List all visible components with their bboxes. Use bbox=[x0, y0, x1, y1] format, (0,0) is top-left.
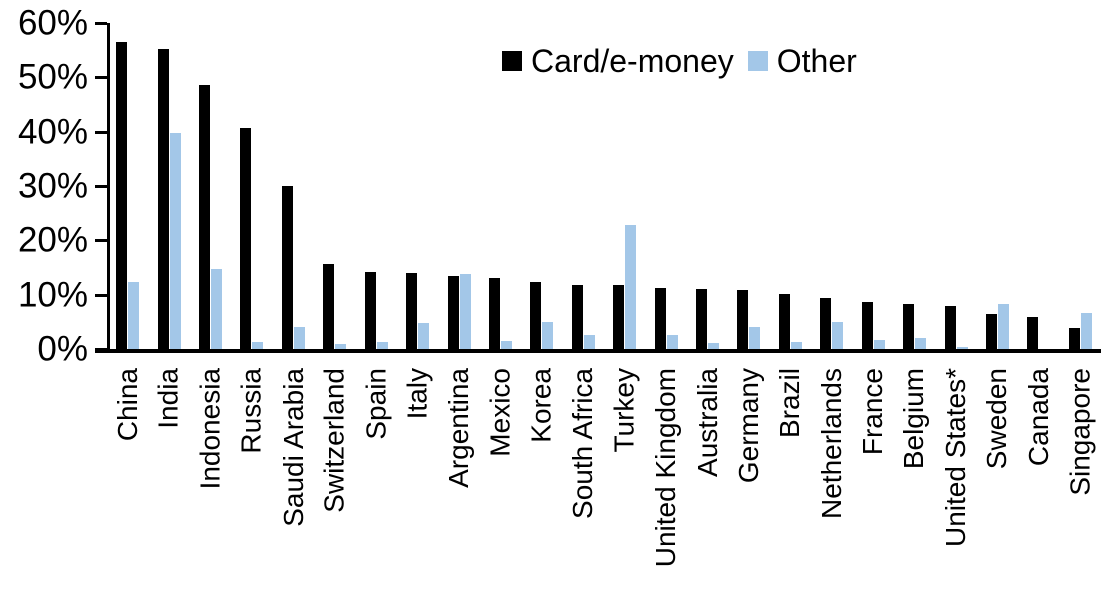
bar-card-e-money-brazil bbox=[779, 294, 790, 349]
x-tick-label: Saudi Arabia bbox=[277, 368, 309, 527]
bar-other-germany bbox=[749, 327, 760, 349]
x-tick-label: United States* bbox=[940, 368, 972, 547]
bar-card-e-money-russia bbox=[240, 128, 251, 349]
bar-other-united-kingdom bbox=[667, 335, 678, 349]
bar-other-mexico bbox=[501, 341, 512, 349]
y-tick-label: 30% bbox=[17, 166, 88, 206]
bar-card-e-money-canada bbox=[1027, 317, 1038, 349]
x-tick-label: Italy bbox=[401, 368, 433, 420]
bar-card-e-money-australia bbox=[696, 289, 707, 349]
bar-card-e-money-saudi-arabia bbox=[282, 186, 293, 349]
bar-card-e-money-south-africa bbox=[572, 285, 583, 349]
bar-card-e-money-france bbox=[862, 302, 873, 349]
bar-other-australia bbox=[708, 343, 719, 349]
bar-card-e-money-turkey bbox=[613, 285, 624, 349]
bar-other-belgium bbox=[915, 338, 926, 349]
x-tick-label: United Kingdom bbox=[650, 368, 682, 568]
x-tick-label: Singapore bbox=[1064, 368, 1096, 496]
bar-other-saudi-arabia bbox=[294, 327, 305, 349]
x-tick-label: Canada bbox=[1022, 368, 1054, 467]
y-tick bbox=[95, 76, 107, 80]
bar-other-united-states- bbox=[957, 347, 968, 349]
bar-other-south-africa bbox=[584, 335, 595, 349]
x-tick-label: Belgium bbox=[898, 368, 930, 470]
bar-card-e-money-mexico bbox=[489, 278, 500, 349]
x-tick-label: Korea bbox=[525, 368, 557, 443]
bar-other-argentina bbox=[460, 274, 471, 349]
bar-other-france bbox=[874, 340, 885, 349]
legend-item-card-e-money: Card/e-money bbox=[502, 45, 734, 77]
bar-card-e-money-germany bbox=[737, 290, 748, 349]
y-tick bbox=[95, 293, 107, 297]
bar-card-e-money-spain bbox=[365, 272, 376, 349]
bar-card-e-money-korea bbox=[530, 282, 541, 349]
bar-card-e-money-united-states- bbox=[945, 306, 956, 349]
bar-other-turkey bbox=[625, 225, 636, 349]
legend-swatch-other bbox=[747, 51, 768, 71]
bar-card-e-money-indonesia bbox=[199, 85, 210, 349]
x-tick-label: Turkey bbox=[608, 368, 640, 453]
y-tick bbox=[95, 239, 107, 243]
x-tick-label: China bbox=[111, 368, 143, 442]
x-tick-label: Switzerland bbox=[318, 368, 350, 513]
bar-other-korea bbox=[542, 322, 553, 349]
bar-card-e-money-sweden bbox=[986, 314, 997, 349]
bar-card-e-money-switzerland bbox=[323, 264, 334, 349]
y-tick-label: 40% bbox=[17, 112, 88, 152]
x-tick-label: Sweden bbox=[981, 368, 1013, 470]
bar-card-e-money-singapore bbox=[1069, 328, 1080, 349]
x-tick-label: Australia bbox=[691, 368, 723, 477]
bar-card-e-money-italy bbox=[406, 273, 417, 349]
y-tick bbox=[95, 185, 107, 188]
x-axis bbox=[95, 349, 1101, 353]
legend-swatch-card-e-money bbox=[502, 51, 522, 71]
x-tick-label: Indonesia bbox=[194, 368, 226, 490]
bar-other-spain bbox=[377, 342, 388, 349]
bar-other-netherlands bbox=[832, 322, 843, 349]
y-tick-label: 20% bbox=[17, 220, 88, 260]
y-tick bbox=[95, 130, 107, 134]
x-tick-label: South Africa bbox=[567, 368, 599, 519]
bar-other-russia bbox=[252, 342, 263, 349]
legend-label-other: Other bbox=[776, 43, 857, 79]
y-tick-label: 50% bbox=[17, 57, 88, 97]
bar-other-sweden bbox=[998, 304, 1009, 349]
chart-legend: Card/e-money Other bbox=[502, 45, 857, 77]
bar-card-e-money-china bbox=[116, 42, 127, 349]
legend-label-card-e-money: Card/e-money bbox=[531, 43, 734, 79]
x-tick-label: India bbox=[153, 368, 185, 429]
x-tick-label: Russia bbox=[235, 368, 267, 454]
bar-card-e-money-india bbox=[158, 49, 169, 349]
bar-other-singapore bbox=[1081, 313, 1092, 349]
y-tick bbox=[95, 348, 107, 351]
y-tick bbox=[95, 22, 107, 25]
x-tick-label: Germany bbox=[732, 368, 764, 484]
x-tick-label: Argentina bbox=[443, 368, 475, 488]
y-tick-label: 60% bbox=[17, 3, 88, 43]
bar-other-switzerland bbox=[335, 344, 346, 349]
bar-card-e-money-argentina bbox=[448, 276, 459, 349]
bar-other-china bbox=[128, 282, 139, 349]
bar-other-italy bbox=[418, 323, 429, 349]
x-tick-label: Spain bbox=[360, 368, 392, 440]
x-tick-label: France bbox=[857, 368, 889, 456]
bar-other-indonesia bbox=[211, 269, 222, 349]
bar-card-e-money-netherlands bbox=[820, 298, 831, 349]
bar-other-brazil bbox=[791, 342, 802, 349]
y-tick-label: 10% bbox=[17, 275, 88, 315]
x-tick-label: Mexico bbox=[484, 368, 516, 457]
x-tick-label: Brazil bbox=[774, 368, 806, 439]
bar-other-india bbox=[170, 133, 181, 349]
bar-card-e-money-united-kingdom bbox=[655, 288, 666, 349]
legend-item-other: Other bbox=[747, 43, 857, 79]
y-axis bbox=[107, 23, 110, 353]
bar-card-e-money-belgium bbox=[903, 304, 914, 349]
x-tick-label: Netherlands bbox=[815, 368, 847, 519]
y-tick-label: 0% bbox=[37, 329, 88, 369]
